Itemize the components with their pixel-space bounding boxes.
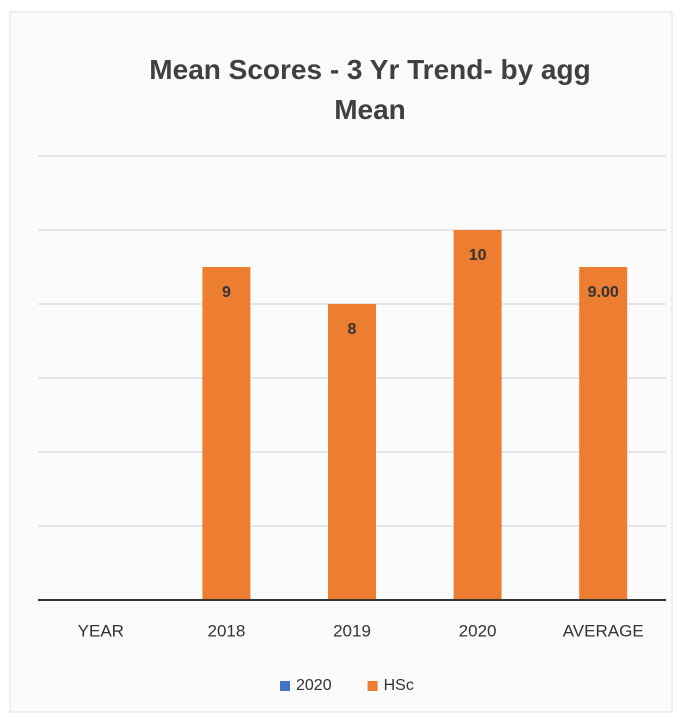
x-tick-label: 2020	[459, 621, 497, 640]
x-tick-label: AVERAGE	[563, 621, 644, 640]
legend-swatch	[280, 681, 290, 691]
bar	[328, 304, 376, 600]
legend-label: 2020	[296, 677, 332, 694]
x-tick-label: YEAR	[78, 621, 124, 640]
bar	[202, 267, 251, 600]
legend-label: HSc	[384, 677, 414, 694]
data-label: 9	[222, 284, 231, 301]
data-label: 10	[469, 247, 487, 264]
data-label: 9.00	[588, 284, 619, 301]
chart-title: Mean Scores - 3 Yr Trend- by agg Mean	[149, 54, 591, 125]
legend-swatch	[367, 681, 378, 691]
bar	[579, 267, 628, 600]
x-tick-label: 2019	[333, 621, 371, 640]
x-tick-label: 2018	[207, 621, 245, 640]
bar	[453, 230, 502, 600]
data-label: 8	[348, 321, 357, 338]
